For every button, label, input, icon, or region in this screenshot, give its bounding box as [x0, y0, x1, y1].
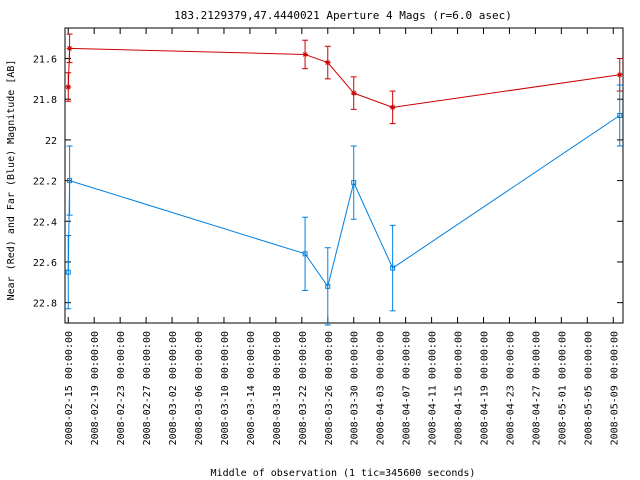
x-tick-label: 2008-04-03 00:00:00	[376, 331, 387, 445]
series-0-point	[616, 71, 623, 78]
x-tick-label: 2008-05-09 00:00:00	[609, 331, 620, 445]
series-0-segment	[304, 53, 328, 64]
series-1-segment	[69, 180, 306, 255]
y-tick-label: 21.8	[33, 95, 57, 106]
series-1-point	[617, 112, 623, 118]
x-tick-label: 2008-03-18 00:00:00	[272, 331, 283, 445]
series-0-point	[350, 90, 357, 97]
series-1-point	[67, 178, 73, 184]
y-tick-label: 22	[45, 136, 57, 147]
x-tick-label: 2008-04-07 00:00:00	[402, 331, 413, 445]
y-axis-label: Near (Red) and Far (Blue) Magnitude [AB]	[6, 60, 17, 301]
plot-frame: 21.6 21.8 22 22.2 22.4 22.6 22.8 2008-02-15 00:…	[33, 27, 624, 445]
x-tick-label: 2008-03-30 00:00:00	[350, 331, 361, 445]
plot-border	[64, 27, 624, 324]
x-tick-label: 2008-03-14 00:00:00	[246, 331, 257, 445]
series-0-point	[302, 51, 309, 58]
series-0-point	[66, 45, 73, 52]
series-1-segment	[304, 253, 329, 287]
x-axis-label: Middle of observation (1 tic=345600 seco…	[211, 468, 476, 479]
x-tick-label: 2008-04-23 00:00:00	[505, 331, 516, 445]
x-tick-label: 2008-02-19 00:00:00	[90, 331, 101, 445]
x-tick-label: 2008-03-22 00:00:00	[298, 331, 309, 445]
x-tick-label: 2008-02-15 00:00:00	[64, 331, 75, 445]
x-tick-label: 2008-05-01 00:00:00	[557, 331, 568, 445]
series-0-point	[324, 59, 331, 66]
x-tick-label: 2008-03-02 00:00:00	[168, 331, 179, 445]
x-tick-label: 2008-03-26 00:00:00	[324, 331, 335, 445]
series-1-segment	[327, 182, 355, 287]
x-tick-label: 2008-03-06 00:00:00	[194, 331, 205, 445]
x-tick-label: 2008-03-10 00:00:00	[220, 331, 231, 445]
series-1-point	[390, 265, 396, 271]
x-tick-label: 2008-04-11 00:00:00	[428, 331, 439, 445]
series-1-point	[351, 180, 357, 186]
y-tick-label: 22.8	[33, 299, 57, 310]
chart-title: 183.2129379,47.4440021 Aperture 4 Mags (…	[174, 9, 512, 22]
series-0-segment	[353, 92, 393, 108]
x-tick-label: 2008-02-23 00:00:00	[116, 331, 127, 445]
x-tick-label: 2008-04-27 00:00:00	[531, 331, 542, 445]
x-tick-label: 2008-05-05 00:00:00	[583, 331, 594, 445]
series-0-segment	[327, 62, 355, 94]
series-1-point	[302, 251, 308, 257]
y-tick-label: 22.6	[33, 258, 57, 269]
series-1-segment	[392, 115, 621, 269]
series-0-point	[389, 104, 396, 111]
y-tick-label: 21.6	[33, 55, 57, 66]
plot-marks	[65, 33, 623, 326]
y-tick-label: 22.2	[33, 177, 57, 188]
series-0-segment	[392, 74, 620, 108]
x-tick-label: 2008-04-15 00:00:00	[454, 331, 465, 445]
y-tick-label: 22.4	[33, 217, 57, 228]
x-tick-label: 2008-02-27 00:00:00	[142, 331, 153, 445]
series-1-point	[325, 283, 331, 289]
x-tick-label: 2008-04-19 00:00:00	[480, 331, 491, 445]
series-1-segment	[353, 182, 394, 269]
series-0-segment	[69, 47, 306, 55]
series-0-point	[65, 84, 72, 90]
series-1-point	[65, 269, 71, 275]
